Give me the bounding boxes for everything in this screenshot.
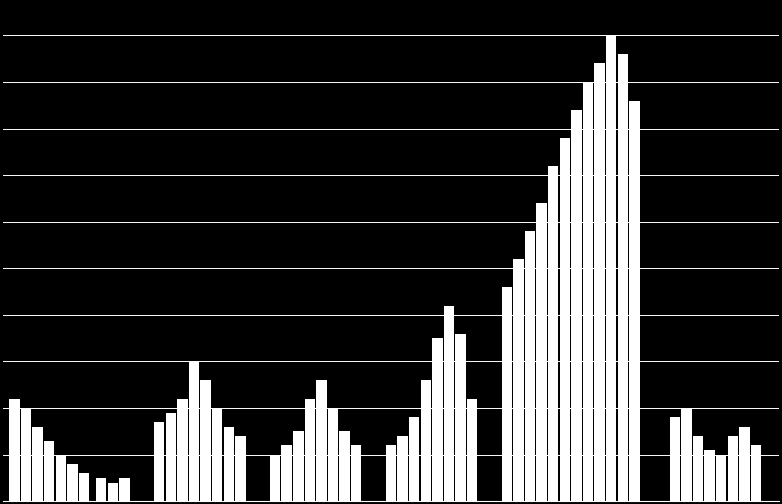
Bar [560,138,570,501]
Bar [548,166,558,501]
Bar [594,64,604,501]
Bar [44,440,54,501]
Bar [421,380,431,501]
Bar [188,361,199,501]
Bar [739,427,750,501]
Bar [693,436,703,501]
Bar [681,408,692,501]
Bar [212,408,222,501]
Bar [386,446,396,501]
Bar [606,35,616,501]
Bar [200,380,211,501]
Bar [21,408,31,501]
Bar [119,478,130,501]
Bar [293,431,303,501]
Bar [455,334,466,501]
Bar [432,338,443,501]
Bar [536,203,547,501]
Bar [443,305,454,501]
Bar [56,455,66,501]
Bar [316,380,327,501]
Bar [9,399,20,501]
Bar [728,436,738,501]
Bar [32,427,43,501]
Bar [409,417,419,501]
Bar [351,446,361,501]
Bar [525,231,536,501]
Bar [178,399,188,501]
Bar [397,436,407,501]
Bar [630,101,640,501]
Bar [328,408,339,501]
Bar [705,450,715,501]
Bar [513,259,524,501]
Bar [224,427,234,501]
Bar [79,473,89,501]
Bar [67,464,77,501]
Bar [583,82,594,501]
Bar [502,287,512,501]
Bar [716,455,726,501]
Bar [235,436,246,501]
Bar [571,110,582,501]
Bar [154,422,164,501]
Bar [282,446,292,501]
Bar [618,54,628,501]
Bar [751,446,761,501]
Bar [669,417,680,501]
Bar [108,483,118,501]
Bar [96,478,106,501]
Bar [467,399,477,501]
Bar [339,431,350,501]
Bar [270,455,280,501]
Bar [166,413,176,501]
Bar [305,399,315,501]
